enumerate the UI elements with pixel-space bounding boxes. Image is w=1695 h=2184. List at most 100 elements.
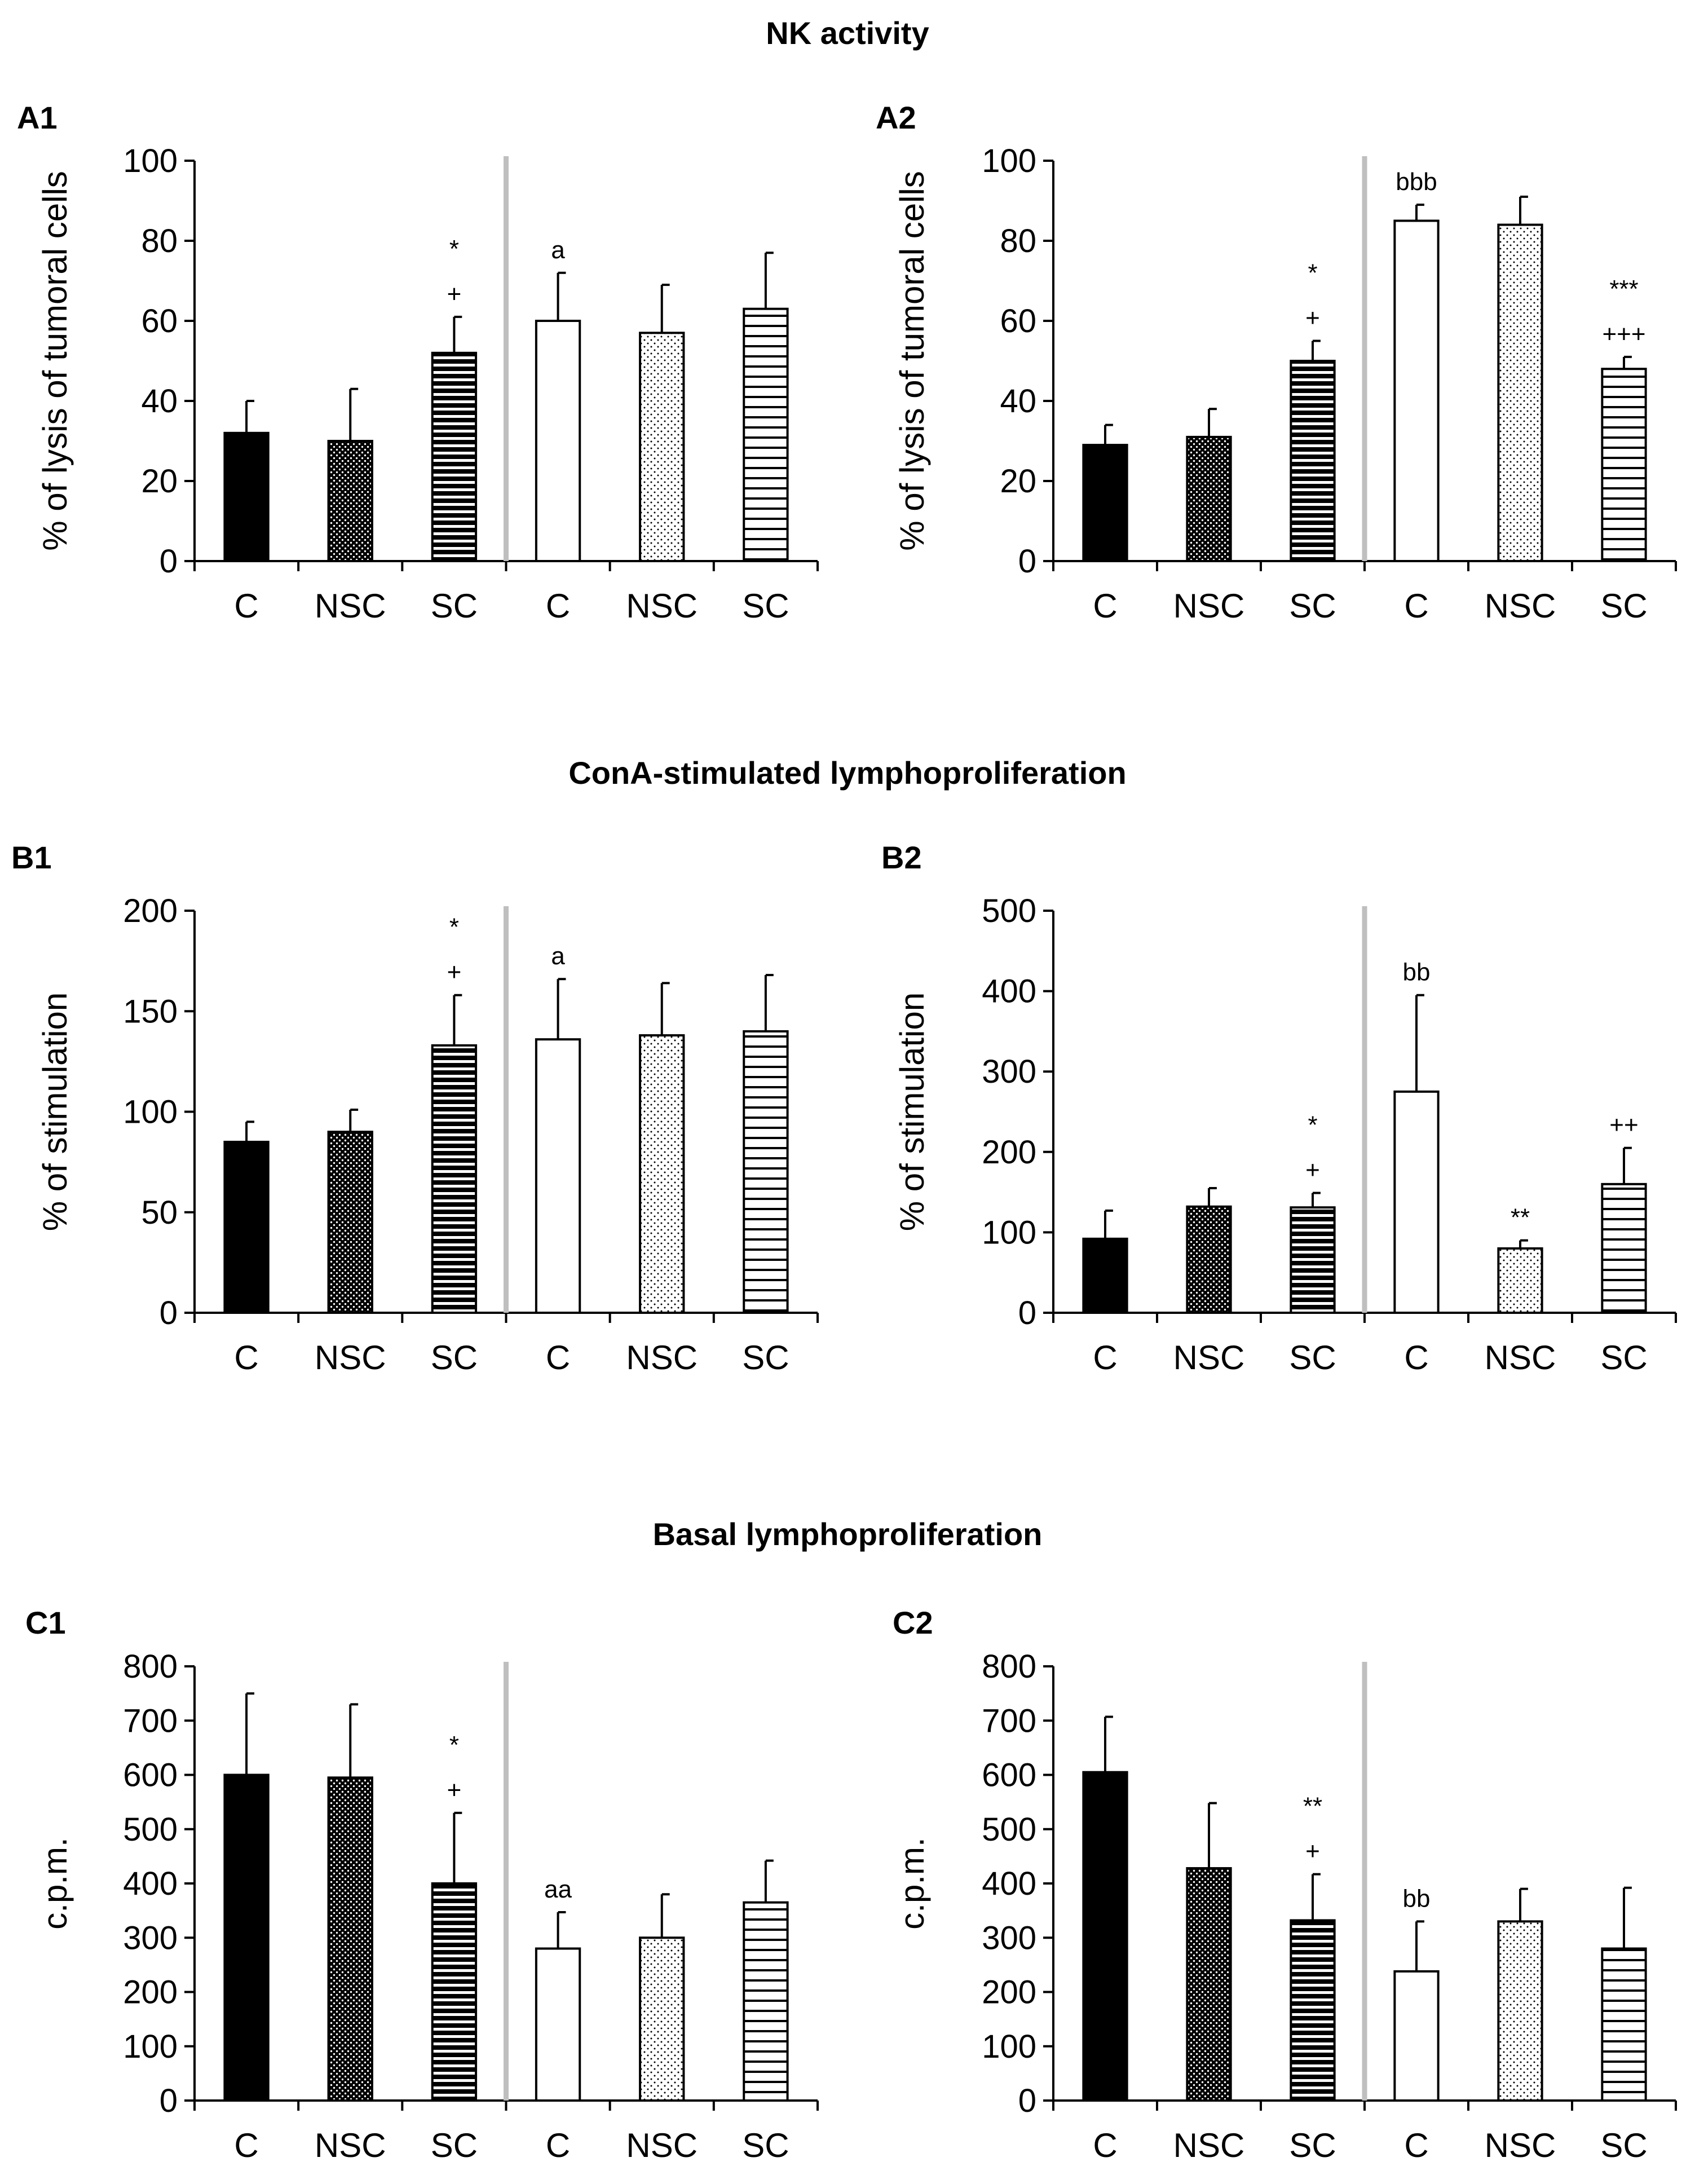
b2-category-label: NSC — [1173, 1339, 1245, 1376]
a1-ytick-label: 40 — [141, 383, 178, 420]
b2-ytick-label: 300 — [982, 1053, 1036, 1090]
section-title-nk: NK activity — [766, 15, 929, 51]
a2-bar-3 — [1290, 360, 1336, 562]
c1-significance-label: aa — [544, 1876, 572, 1903]
b1-category-label: SC — [742, 1339, 789, 1376]
c1-bar-3 — [431, 1882, 478, 2102]
b2-ytick-label: 200 — [982, 1134, 1036, 1171]
c2-category-label: NSC — [1485, 2126, 1556, 2164]
a1-ytick-label: 80 — [141, 223, 178, 259]
a2-category-label: SC — [1289, 587, 1336, 625]
panel-label-a2: A2 — [876, 100, 916, 135]
a2-significance-label: * — [1308, 259, 1317, 287]
c1-ytick-label: 800 — [123, 1648, 178, 1685]
c1-ytick-label: 300 — [123, 1920, 178, 1956]
c2-category-label: C — [1404, 2126, 1428, 2164]
a2-bar-2 — [1186, 435, 1232, 563]
c2-significance-label: + — [1305, 1838, 1320, 1865]
a2-bar-6 — [1601, 368, 1647, 562]
a2-bar-1 — [1082, 444, 1128, 562]
c2-ytick-label: 400 — [982, 1865, 1036, 1902]
b2-bar-3 — [1290, 1206, 1336, 1314]
panel-label-b1: B1 — [11, 840, 52, 875]
a2-ytick-label: 60 — [1000, 303, 1036, 339]
b1-ytick-label: 0 — [160, 1295, 178, 1331]
a2-significance-label: +++ — [1602, 320, 1645, 348]
c1-ytick-label: 0 — [160, 2082, 178, 2119]
c2-category-label: NSC — [1173, 2126, 1245, 2164]
panel-label-c2: C2 — [893, 1605, 933, 1640]
a1-bar-4 — [535, 320, 581, 562]
a1-ytick-label: 60 — [141, 303, 178, 339]
b2-significance-label: + — [1305, 1157, 1320, 1184]
a1-bar-6 — [743, 307, 789, 562]
c1-bar-4 — [535, 1947, 581, 2102]
a2-significance-label: + — [1305, 305, 1320, 332]
c1-ytick-label: 700 — [123, 1702, 178, 1739]
c2-ytick-label: 200 — [982, 1974, 1036, 2011]
c2-ytick-label: 100 — [982, 2028, 1036, 2065]
c2-ytick-label: 600 — [982, 1757, 1036, 1794]
b1-category-label: C — [546, 1339, 570, 1376]
b2-significance-label: bb — [1403, 959, 1431, 986]
panel-b1: % of stimulation 0 50 100 150 200 C NSC SC + * Ca NS… — [36, 893, 819, 1376]
panel-label-b2: B2 — [881, 840, 922, 875]
a2-y-axis-title: % of lysis of tumoral cells — [893, 171, 931, 551]
a2-category-label: SC — [1600, 587, 1647, 625]
c2-bar-5 — [1497, 1920, 1543, 2102]
b1-ytick-label: 150 — [123, 993, 178, 1030]
c1-significance-label: + — [447, 1776, 462, 1804]
b2-category-label: C — [1404, 1339, 1428, 1376]
c1-significance-label: * — [449, 1731, 459, 1759]
b1-category-label: SC — [431, 1339, 478, 1376]
a1-bar-2 — [327, 440, 373, 562]
a1-category-label: SC — [742, 587, 789, 625]
c1-ytick-label: 400 — [123, 1865, 178, 1902]
c2-ytick-label: 300 — [982, 1920, 1036, 1956]
b1-category-label: NSC — [626, 1339, 698, 1376]
c2-bar-2 — [1186, 1867, 1232, 2102]
c1-category-label: C — [546, 2126, 570, 2164]
c1-category-label: SC — [431, 2126, 478, 2164]
c1-ytick-label: 200 — [123, 1974, 178, 2011]
a2-bar-4 — [1393, 219, 1440, 562]
b2-bar-1 — [1082, 1237, 1128, 1314]
c1-bar-1 — [223, 1773, 270, 2102]
panel-c1: c.p.m. 0 100 200 300 400 500 600 700 800 C NSC SC + * C… — [36, 1648, 819, 2164]
c2-bar-4 — [1393, 1970, 1440, 2102]
a1-category-label: NSC — [315, 587, 386, 625]
c2-bar-1 — [1082, 1771, 1128, 2102]
c1-bar-5 — [639, 1936, 685, 2102]
panel-b2: % of stimulation 0 100 200 300 400 500 C NSC SC + *… — [893, 893, 1677, 1376]
c2-bar-3 — [1290, 1919, 1336, 2102]
a2-ytick-label: 20 — [1000, 463, 1036, 500]
c1-category-label: NSC — [626, 2126, 698, 2164]
a2-significance-label: *** — [1609, 275, 1638, 303]
b1-significance-label: + — [447, 959, 462, 986]
b1-y-axis-title: % of stimulation — [36, 992, 74, 1232]
a2-category-label: NSC — [1485, 587, 1556, 625]
a1-category-label: C — [234, 587, 258, 625]
a1-category-label: SC — [431, 587, 478, 625]
b1-ytick-label: 50 — [141, 1194, 178, 1231]
b2-ytick-label: 100 — [982, 1214, 1036, 1251]
b2-bar-5 — [1497, 1247, 1543, 1314]
b2-y-axis-title: % of stimulation — [893, 992, 931, 1232]
a2-ytick-label: 40 — [1000, 383, 1036, 420]
c2-ytick-label: 500 — [982, 1811, 1036, 1848]
a1-bar-1 — [223, 431, 270, 562]
a2-ytick-label: 100 — [982, 143, 1036, 179]
panel-a1: % of lysis of tumoral cells 0 20 40 60 80 100 C… — [36, 143, 819, 625]
b2-category-label: SC — [1289, 1339, 1336, 1376]
b1-ytick-label: 200 — [123, 893, 178, 929]
b2-ytick-label: 400 — [982, 973, 1036, 1010]
b1-bar-4 — [535, 1038, 581, 1314]
a1-ytick-label: 100 — [123, 143, 178, 179]
b1-bar-2 — [327, 1131, 373, 1314]
c2-ytick-label: 800 — [982, 1648, 1036, 1685]
panel-c2: c.p.m. 0 100 200 300 400 500 600 700 800 C NSC SC + **… — [893, 1648, 1677, 2164]
c1-category-label: SC — [742, 2126, 789, 2164]
section-title-basal: Basal lymphoproliferation — [653, 1516, 1043, 1552]
c1-bar-2 — [327, 1776, 373, 2102]
panel-label-c1: C1 — [25, 1605, 66, 1640]
